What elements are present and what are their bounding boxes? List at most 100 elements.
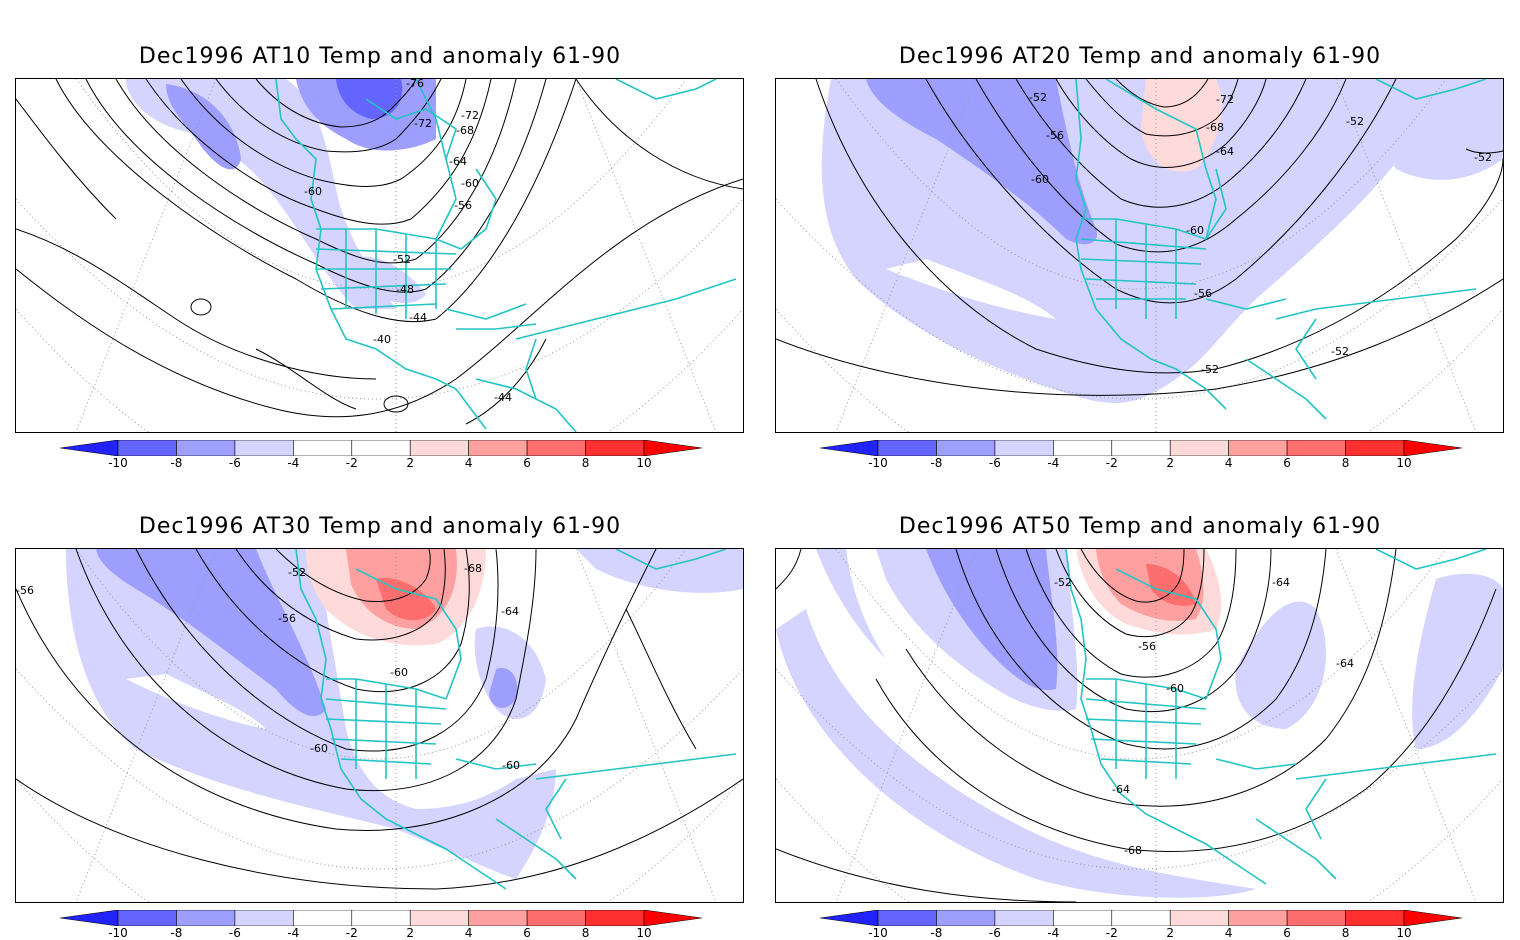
panel-title: Dec1996 AT20 Temp and anomaly 61-90 xyxy=(898,44,1382,69)
colorbar-swatch xyxy=(293,440,353,456)
colorbar xyxy=(820,910,1462,926)
contour-label: -40 xyxy=(373,333,391,346)
colorbar-label: -4 xyxy=(1047,456,1060,470)
anomaly-shading xyxy=(336,79,403,119)
anomaly-shading xyxy=(816,549,886,659)
contour-label: -48 xyxy=(396,283,414,296)
colorbar-swatch xyxy=(643,440,702,456)
colorbar-swatch xyxy=(820,910,879,926)
contour-label: -64 xyxy=(1272,576,1290,589)
colorbar-swatches xyxy=(820,440,1462,456)
graticule xyxy=(776,549,1503,902)
contour-label: -60 xyxy=(1031,173,1049,186)
colorbar-swatch xyxy=(60,440,119,456)
colorbar xyxy=(820,440,1462,456)
colorbar-label: 4 xyxy=(1224,456,1233,470)
colorbar-labels: -10 -8 -6 -4 -2 2 4 6 8 10 xyxy=(60,456,702,472)
colorbar-swatch xyxy=(234,440,294,456)
contour-label: -64 xyxy=(1336,657,1354,670)
colorbar-label: -2 xyxy=(1105,456,1118,470)
temperature-contours xyxy=(776,79,1503,396)
contour-labels: -52 -64 -56 -64 -60 -64 -68 xyxy=(1054,576,1354,857)
coastlines xyxy=(1075,79,1487,420)
anomaly-shading xyxy=(1412,573,1503,749)
map-svg: -52 -72 -56 -68 -64 -60 -60 -52 -52 -56 … xyxy=(776,79,1503,432)
contour-label: -64 xyxy=(501,605,519,618)
colorbar-label: 10 xyxy=(1396,456,1412,470)
panel-title: Dec1996 AT50 Temp and anomaly 61-90 xyxy=(898,514,1382,539)
map-svg: -76 -72 -72 -68 -64 -60 -60 -56 -52 -48 … xyxy=(16,79,743,432)
colorbar-swatch xyxy=(643,910,702,926)
contour-label: -52 xyxy=(1029,91,1047,104)
colorbar-label: -6 xyxy=(228,926,241,940)
colorbar-swatch xyxy=(409,440,469,456)
colorbar-label: 4 xyxy=(464,456,473,470)
colorbar-swatch xyxy=(1286,910,1346,926)
panel-title: Dec1996 AT30 Temp and anomaly 61-90 xyxy=(138,514,622,539)
colorbar-swatch xyxy=(1403,910,1462,926)
colorbar-swatches xyxy=(820,910,1462,926)
contour-label: -60 xyxy=(310,742,328,755)
colorbar-label: 4 xyxy=(1224,926,1233,940)
contour-label: -56 xyxy=(16,584,34,597)
contour-label: -60 xyxy=(304,185,322,198)
colorbar-label: -2 xyxy=(345,456,358,470)
colorbar-swatch xyxy=(293,910,353,926)
contour-label: -68 xyxy=(1124,844,1142,857)
graticule xyxy=(16,549,743,902)
panel-title: Dec1996 AT10 Temp and anomaly 61-90 xyxy=(138,44,622,69)
contour-label: -52 xyxy=(393,253,411,266)
colorbar-label: -10 xyxy=(868,456,888,470)
contour-label: -52 xyxy=(1331,345,1349,358)
colorbar-swatch xyxy=(176,910,236,926)
temperature-contours xyxy=(16,549,743,890)
colorbar-swatch xyxy=(117,440,177,456)
contour-label: -60 xyxy=(502,759,520,772)
colorbar-swatch xyxy=(585,910,645,926)
colorbar-swatch xyxy=(1345,910,1405,926)
colorbar-swatch xyxy=(936,440,996,456)
colorbar-label: -6 xyxy=(988,456,1001,470)
colorbar-swatch xyxy=(1228,910,1288,926)
colorbar-label: 6 xyxy=(523,926,531,940)
colorbar-swatch xyxy=(994,910,1054,926)
colorbar-swatch xyxy=(585,440,645,456)
colorbar-label: 8 xyxy=(1341,456,1350,470)
contour-label: -68 xyxy=(456,124,474,137)
contour-label: -52 xyxy=(1474,151,1492,164)
contour-label: -60 xyxy=(461,177,479,190)
contour-label: -68 xyxy=(1206,121,1224,134)
temperature-contours xyxy=(776,549,1497,902)
colorbar-label: 6 xyxy=(1283,926,1291,940)
colorbar-swatch xyxy=(820,440,879,456)
colorbar xyxy=(60,440,702,456)
contour-label: -60 xyxy=(1166,682,1184,695)
colorbar-label: -8 xyxy=(930,456,943,470)
coastlines xyxy=(1065,549,1497,885)
colorbar-swatch xyxy=(351,440,411,456)
colorbar-swatch xyxy=(409,910,469,926)
colorbar-swatch xyxy=(234,910,294,926)
contour-label: -52 xyxy=(1201,363,1219,376)
contour-label: -72 xyxy=(414,117,432,130)
colorbar-swatches xyxy=(60,910,702,926)
coastlines xyxy=(275,79,737,432)
colorbar-labels: -10 -8 -6 -4 -2 2 4 6 8 10 xyxy=(60,926,702,940)
colorbar-swatch xyxy=(1169,440,1229,456)
colorbar-label: 2 xyxy=(1166,456,1175,470)
colorbar-label: 4 xyxy=(464,926,473,940)
contour-label: -56 xyxy=(278,612,296,625)
colorbar-label: 6 xyxy=(523,456,531,470)
anomaly-shading xyxy=(926,549,1058,690)
colorbar-swatch xyxy=(526,910,586,926)
colorbar-swatch xyxy=(468,440,528,456)
colorbar-swatch xyxy=(994,440,1054,456)
anomaly-shading xyxy=(1235,601,1326,729)
colorbar-swatches xyxy=(60,440,702,456)
contour-label: -64 xyxy=(1216,145,1234,158)
map-svg: -52 -68 -56 -64 -60 -60 -60 -56 xyxy=(16,549,743,902)
temperature-contours xyxy=(16,79,743,425)
colorbar-label: -6 xyxy=(988,926,1001,940)
contour-label: -60 xyxy=(1186,224,1204,237)
colorbar-label: 8 xyxy=(581,456,590,470)
